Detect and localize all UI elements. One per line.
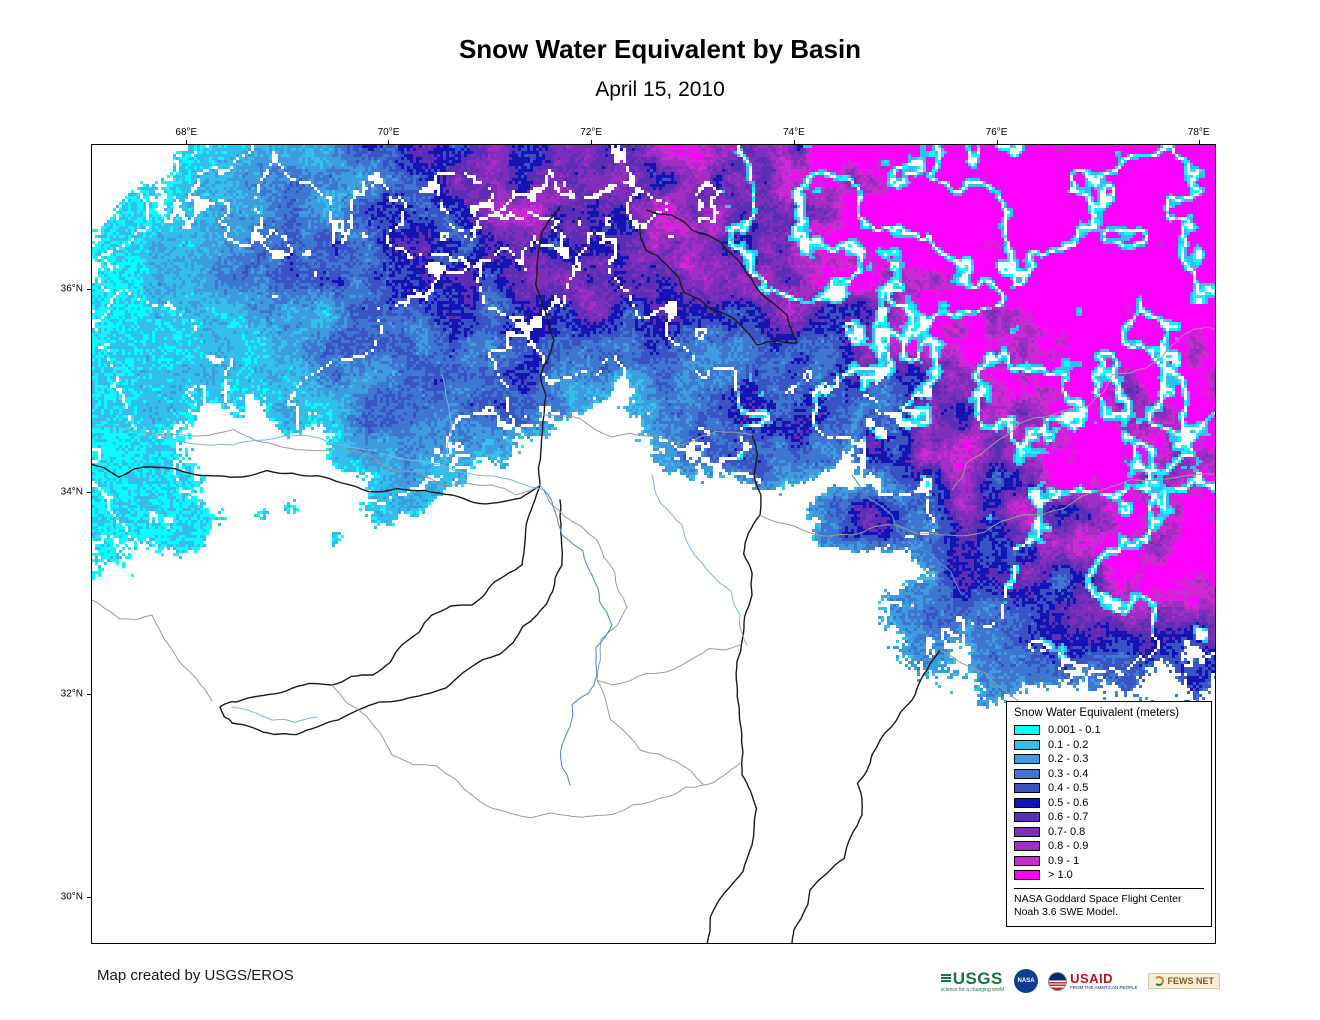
legend-footnote-line1: NASA Goddard Space Flight Center — [1014, 892, 1182, 905]
legend-entry: 0.001 - 0.1 — [1014, 723, 1204, 738]
y-tick-mark — [87, 288, 92, 290]
legend-label: 0.001 - 0.1 — [1048, 724, 1101, 737]
legend-title: Snow Water Equivalent (meters) — [1014, 707, 1180, 720]
logo-row: USGS science for a changing world NASA U… — [940, 968, 1220, 993]
y-tick-label: 32°N — [60, 688, 83, 700]
legend-label: > 1.0 — [1048, 869, 1073, 882]
legend-label: 0.1 - 0.2 — [1048, 738, 1089, 751]
legend-entry: 0.6 - 0.7 — [1014, 810, 1204, 825]
fewsnet-text: FEWS NET — [1167, 976, 1215, 986]
legend-swatch — [1014, 797, 1040, 808]
legend-swatch — [1014, 754, 1040, 765]
x-tick-label: 70°E — [377, 127, 400, 138]
map-frame: Snow Water Equivalent (meters) 0.001 - 0… — [61, 127, 1216, 944]
x-tick-mark — [996, 140, 998, 145]
y-tick-label: 30°N — [60, 891, 83, 903]
usaid-text: USAID — [1070, 970, 1114, 986]
nasa-logo: NASA — [1014, 969, 1039, 993]
legend-entry: 0.9 - 1 — [1014, 854, 1204, 869]
usgs-logo: USGS science for a changing world — [940, 968, 1005, 993]
x-tick-label: 72°E — [580, 127, 603, 138]
legend-label: 0.2 - 0.3 — [1048, 753, 1089, 766]
legend-swatch — [1014, 783, 1040, 794]
legend-label: 0.6 - 0.7 — [1048, 811, 1089, 824]
y-tick-mark — [87, 896, 92, 898]
legend-entry: 0.1 - 0.2 — [1014, 738, 1204, 753]
legend-swatch — [1014, 725, 1040, 736]
usgs-text: USGS — [952, 968, 1003, 988]
legend-label: 0.9 - 1 — [1048, 854, 1080, 867]
legend-label: 0.7- 0.8 — [1048, 825, 1086, 838]
x-tick-mark — [1198, 140, 1200, 145]
usgs-wave-icon — [940, 973, 951, 983]
y-tick-mark — [87, 492, 92, 494]
legend-label: 0.3 - 0.4 — [1048, 767, 1089, 780]
page-title: Snow Water Equivalent by Basin — [458, 34, 862, 64]
nasa-text: NASA — [1017, 978, 1035, 984]
legend-swatch — [1014, 855, 1040, 866]
x-tick-label: 76°E — [985, 127, 1008, 138]
fewsnet-logo: FEWS NET — [1147, 973, 1220, 989]
legend-entries: 0.001 - 0.1 0.1 - 0.2 0.2 - 0.3 0.3 - 0.4 0.… — [1014, 723, 1204, 883]
usgs-tagline: science for a changing world — [940, 986, 1005, 993]
legend-entry: 0.5 - 0.6 — [1014, 796, 1204, 811]
fewsnet-swoosh-icon — [1153, 976, 1164, 986]
x-tick-label: 78°E — [1187, 127, 1210, 138]
legend-swatch — [1014, 870, 1040, 881]
legend-entry: 0.3 - 0.4 — [1014, 767, 1204, 782]
legend-entry: 0.8 - 0.9 — [1014, 839, 1204, 854]
usgs-wordmark: USGS — [940, 968, 1003, 988]
legend-entry: 0.4 - 0.5 — [1014, 781, 1204, 796]
legend: Snow Water Equivalent (meters) 0.001 - 0… — [1006, 701, 1212, 927]
usaid-logo: USAID FROM THE AMERICAN PEOPLE — [1048, 970, 1138, 991]
legend-label: 0.5 - 0.6 — [1048, 796, 1089, 809]
usaid-seal-icon — [1048, 971, 1068, 991]
legend-swatch — [1014, 826, 1040, 837]
legend-entry: 0.7- 0.8 — [1014, 825, 1204, 840]
y-tick-label: 36°N — [60, 283, 83, 295]
legend-swatch — [1014, 812, 1040, 823]
legend-swatch — [1014, 841, 1040, 852]
y-tick-mark — [87, 694, 92, 696]
legend-entry: 0.2 - 0.3 — [1014, 752, 1204, 767]
legend-entry: > 1.0 — [1014, 868, 1204, 883]
legend-swatch — [1014, 739, 1040, 750]
x-tick-mark — [186, 140, 188, 145]
usaid-tagline: FROM THE AMERICAN PEOPLE — [1070, 984, 1138, 990]
x-tick-mark — [793, 140, 795, 145]
page-subtitle: April 15, 2010 — [595, 78, 725, 101]
legend-swatch — [1014, 768, 1040, 779]
x-tick-label: 74°E — [782, 127, 805, 138]
x-tick-label: 68°E — [175, 127, 198, 138]
x-tick-mark — [591, 140, 593, 145]
map-credit: Map created by USGS/EROS — [97, 967, 294, 984]
legend-footnote: NASA Goddard Space Flight Center Noah 3.… — [1014, 887, 1204, 920]
legend-label: 0.4 - 0.5 — [1048, 782, 1089, 795]
x-tick-mark — [388, 140, 390, 145]
legend-label: 0.8 - 0.9 — [1048, 840, 1089, 853]
legend-footnote-line2: Noah 3.6 SWE Model. — [1014, 906, 1118, 919]
y-tick-label: 34°N — [60, 486, 83, 498]
